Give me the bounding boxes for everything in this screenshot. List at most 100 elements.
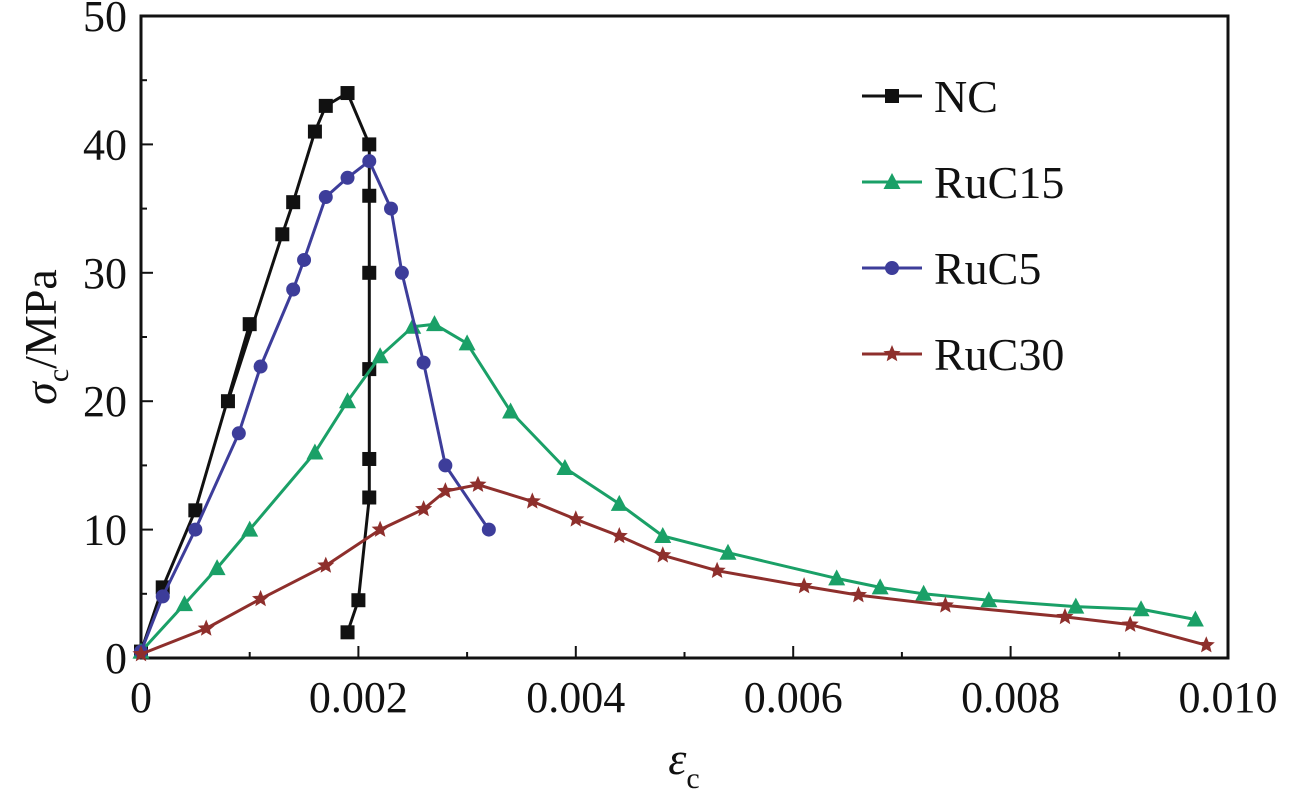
legend-item-ruc5: RuC5 (862, 243, 1041, 294)
data-point-ruc15 (719, 543, 737, 560)
data-point-ruc15 (610, 494, 628, 511)
data-point-ruc30 (415, 500, 433, 517)
y-axis-symbol: σ (15, 380, 66, 405)
data-point-ruc30 (1056, 607, 1074, 625)
legend-label-ruc30: RuC30 (934, 329, 1064, 380)
data-point-ruc5 (318, 190, 333, 205)
data-point-ruc30 (317, 556, 335, 573)
data-point-ruc15 (556, 458, 574, 475)
data-point-ruc30 (132, 645, 150, 662)
data-point-ruc30 (523, 492, 541, 509)
data-point-ruc15 (1132, 600, 1150, 617)
data-point-ruc30 (436, 482, 454, 499)
data-point-nc (286, 195, 301, 210)
data-point-nc (362, 188, 377, 203)
data-point-nc (242, 317, 257, 332)
data-point-ruc15 (371, 347, 389, 364)
data-point-nc (275, 227, 290, 242)
series-line-ruc15 (139, 322, 1196, 653)
data-point-ruc15 (502, 402, 520, 419)
legend-marker-ruc30 (883, 345, 901, 362)
data-point-ruc15 (871, 578, 889, 595)
data-point-ruc30 (469, 475, 487, 492)
data-point-ruc30 (1121, 615, 1139, 632)
data-point-ruc5 (253, 359, 268, 374)
series-ruc5 (134, 154, 496, 659)
data-point-nc (318, 98, 333, 113)
data-point-ruc5 (416, 355, 431, 370)
data-point-nc (362, 137, 377, 152)
y-axis-unit: /MPa (15, 269, 66, 369)
data-point-ruc30 (610, 527, 628, 544)
x-axis-symbol: ε (668, 733, 687, 784)
series-layer (132, 86, 1215, 662)
data-point-ruc5 (362, 154, 377, 169)
data-point-ruc15 (915, 584, 933, 601)
x-tick-label: 0.006 (744, 673, 843, 722)
data-point-nc (188, 503, 203, 518)
legend-label-nc: NC (934, 71, 998, 122)
data-point-ruc30 (1197, 636, 1215, 653)
axis-ticks: 0 0.002 0.004 0.006 0.008 0.010 0 10 20 30 40 50 (83, 0, 1278, 722)
data-point-ruc30 (849, 586, 867, 603)
y-tick-label: 10 (83, 506, 127, 555)
data-point-ruc5 (155, 589, 170, 604)
data-point-ruc30 (708, 561, 726, 578)
legend: NC RuC15 RuC5 RuC30 (862, 71, 1064, 380)
data-point-ruc30 (795, 577, 813, 594)
legend-item-ruc30: RuC30 (862, 329, 1064, 380)
data-point-ruc5 (286, 282, 301, 297)
data-point-ruc5 (231, 426, 246, 441)
y-tick-label: 50 (83, 0, 127, 41)
data-point-ruc5 (481, 522, 496, 537)
data-point-ruc30 (252, 589, 270, 607)
data-point-nc (220, 394, 235, 409)
series-line-ruc30 (140, 483, 1207, 656)
data-point-ruc15 (306, 443, 324, 460)
y-axis-subscript: c (42, 369, 75, 382)
y-tick-label: 30 (83, 249, 127, 298)
x-axis-subscript: c (686, 762, 699, 795)
x-tick-label: 0.008 (961, 673, 1060, 722)
y-tick-label: 0 (105, 634, 127, 683)
data-point-ruc15 (241, 520, 259, 537)
data-point-ruc15 (458, 334, 476, 351)
data-point-nc (362, 490, 377, 505)
y-tick-label: 20 (83, 377, 127, 426)
series-nc (134, 86, 377, 659)
legend-marker-ruc15 (883, 173, 901, 189)
data-point-ruc5 (297, 252, 312, 267)
data-point-ruc30 (197, 619, 215, 636)
legend-item-nc: NC (862, 71, 998, 122)
series-line-ruc5 (139, 159, 491, 653)
data-point-nc (307, 124, 322, 139)
data-point-nc (362, 265, 377, 280)
legend-marker-nc (885, 89, 899, 103)
series-ruc15 (132, 315, 1204, 659)
data-point-ruc15 (980, 591, 998, 608)
x-tick-label: 0.004 (526, 673, 625, 722)
data-point-ruc5 (394, 265, 409, 280)
data-point-ruc15 (208, 559, 226, 576)
data-point-ruc30 (654, 546, 672, 563)
data-point-ruc15 (339, 392, 357, 409)
legend-label-ruc5: RuC5 (934, 243, 1041, 294)
series-ruc30 (132, 475, 1215, 662)
data-point-nc (362, 451, 377, 466)
data-point-nc (351, 593, 366, 608)
data-point-ruc30 (371, 520, 389, 537)
data-point-ruc15 (175, 595, 193, 612)
legend-label-ruc15: RuC15 (934, 157, 1064, 208)
data-point-ruc15 (1067, 597, 1085, 614)
data-point-ruc15 (425, 315, 443, 332)
data-point-ruc5 (438, 458, 453, 473)
x-tick-label: 0 (130, 673, 152, 722)
data-point-ruc5 (384, 201, 399, 216)
x-tick-label: 0.002 (309, 673, 408, 722)
data-point-nc (340, 86, 355, 101)
x-tick-label: 0.010 (1179, 673, 1278, 722)
y-tick-label: 40 (83, 120, 127, 169)
data-point-ruc30 (567, 510, 585, 527)
data-point-ruc15 (654, 527, 672, 544)
legend-item-ruc15: RuC15 (862, 157, 1064, 208)
